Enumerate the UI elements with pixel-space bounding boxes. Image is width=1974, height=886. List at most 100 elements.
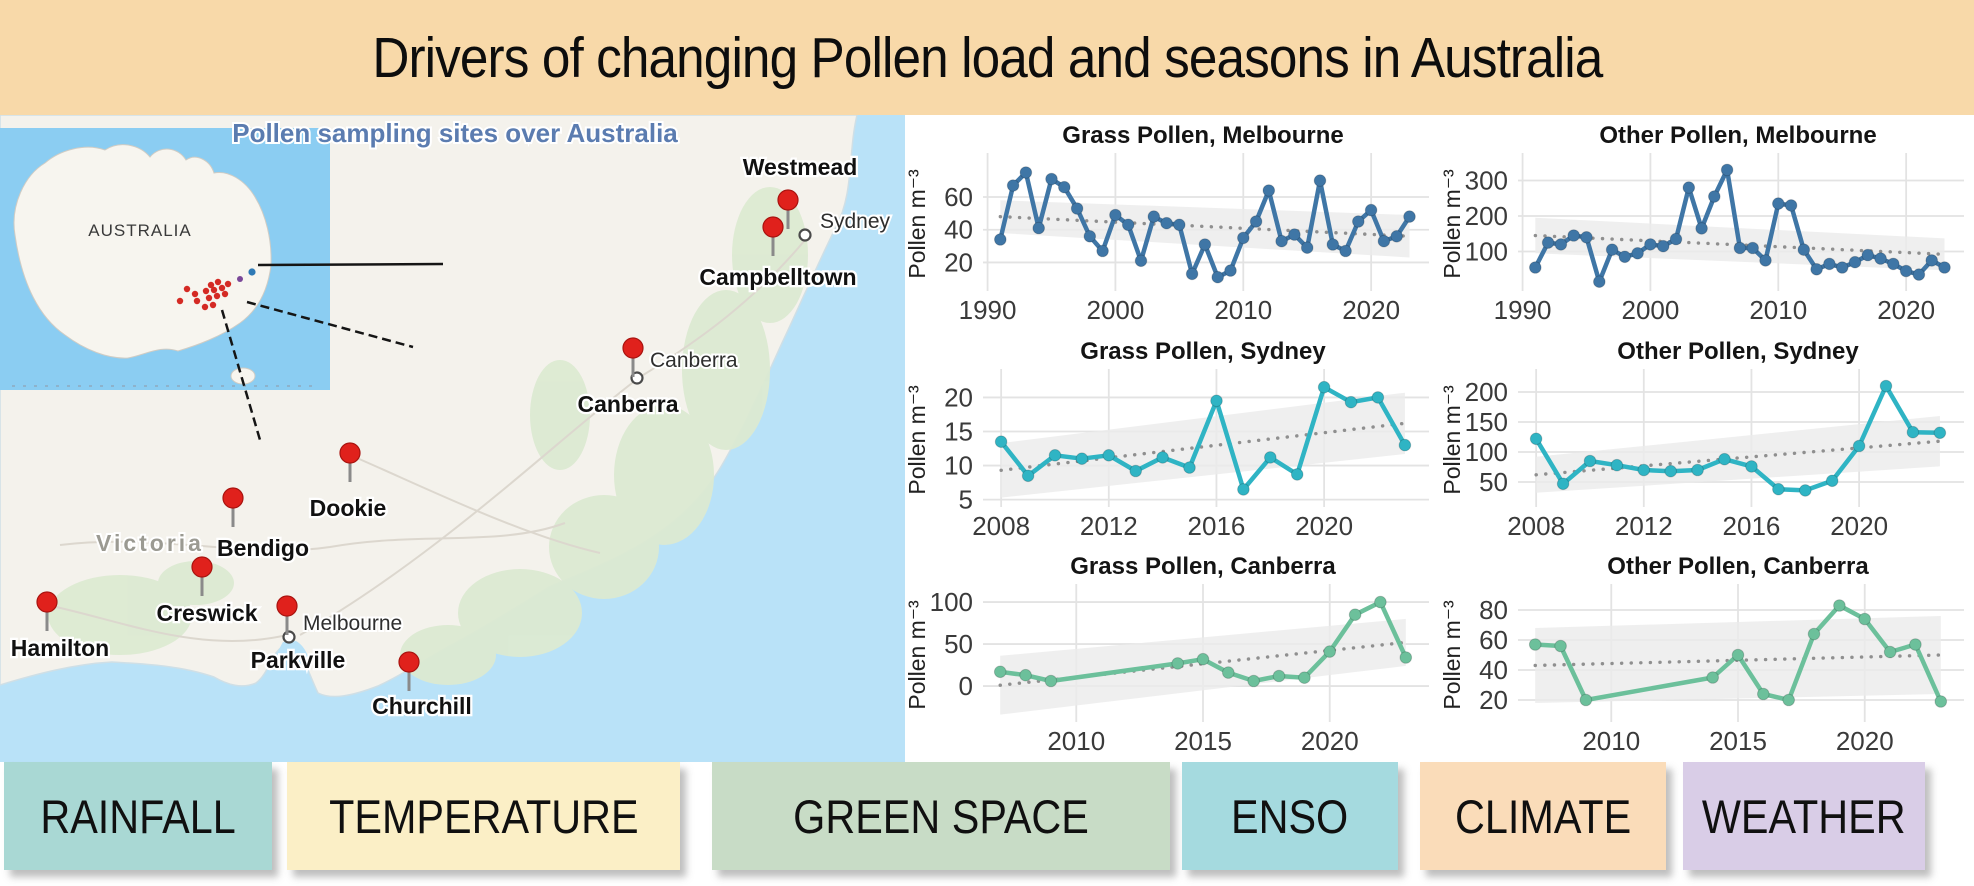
data-point bbox=[1852, 439, 1866, 452]
data-point bbox=[1554, 640, 1567, 653]
state-label-victoria: Victoria bbox=[96, 530, 204, 556]
data-point bbox=[1399, 651, 1413, 665]
data-point bbox=[1799, 483, 1812, 497]
y-tick-label: 60 bbox=[1479, 625, 1508, 655]
data-point bbox=[1934, 695, 1948, 709]
y-tick-label: 20 bbox=[944, 382, 973, 412]
map-pin-bendigo-icon bbox=[222, 487, 244, 509]
driver-label: TEMPERATURE bbox=[328, 789, 639, 843]
data-point bbox=[1810, 263, 1823, 276]
y-axis-label: Pollen m⁻³ bbox=[905, 385, 930, 495]
data-point bbox=[1664, 464, 1677, 478]
map-pin-hamilton-icon bbox=[36, 591, 58, 613]
site-label-creswick: Creswick bbox=[156, 600, 257, 626]
data-point bbox=[1237, 231, 1250, 245]
data-point bbox=[1070, 202, 1084, 215]
data-point bbox=[1198, 238, 1212, 251]
data-point bbox=[1317, 380, 1331, 394]
data-point bbox=[1075, 452, 1089, 465]
data-point bbox=[1371, 390, 1385, 404]
data-point bbox=[1173, 218, 1186, 232]
y-tick-label: 50 bbox=[944, 629, 973, 659]
city-label-canberra: Canberra bbox=[650, 349, 738, 372]
data-point bbox=[1529, 432, 1543, 445]
data-point bbox=[1759, 254, 1772, 267]
data-point bbox=[1556, 477, 1570, 490]
data-point bbox=[1288, 228, 1301, 241]
data-point bbox=[1656, 239, 1670, 253]
y-tick-label: 200 bbox=[1465, 377, 1508, 407]
data-point bbox=[1757, 688, 1770, 701]
site-label-canberra: Canberra bbox=[578, 391, 679, 417]
y-tick-label: 200 bbox=[1465, 201, 1508, 231]
data-point bbox=[1938, 261, 1951, 274]
y-tick-label: 40 bbox=[1479, 655, 1508, 685]
data-point bbox=[1403, 210, 1416, 223]
data-point bbox=[1160, 216, 1173, 230]
data-point bbox=[1183, 460, 1196, 474]
data-point bbox=[1554, 238, 1568, 251]
data-point bbox=[1580, 231, 1593, 244]
y-tick-label: 60 bbox=[944, 182, 973, 212]
map-roads bbox=[46, 239, 806, 642]
data-point bbox=[1782, 694, 1796, 707]
x-tick-label: 2016 bbox=[1723, 511, 1781, 541]
site-label-campbelltown: Campbelltown bbox=[699, 264, 856, 290]
data-point bbox=[1237, 482, 1250, 496]
data-point bbox=[1364, 203, 1378, 217]
data-point bbox=[1746, 241, 1760, 255]
y-tick-label: 20 bbox=[1479, 685, 1508, 715]
data-point bbox=[1185, 267, 1199, 281]
chart-title: Other Pollen, Melbourne bbox=[1599, 122, 1876, 149]
data-point bbox=[1567, 229, 1580, 242]
site-label-churchill: Churchill bbox=[372, 693, 472, 719]
page-title: Drivers of changing Pollen load and seas… bbox=[371, 25, 1603, 90]
inset-map-title: Pollen sampling sites over Australia bbox=[232, 118, 678, 148]
y-tick-label: 300 bbox=[1465, 166, 1508, 196]
driver-box-climate: CLIMATE bbox=[1420, 762, 1666, 870]
x-tick-label: 2020 bbox=[1301, 726, 1359, 756]
data-point bbox=[1134, 254, 1148, 268]
data-point bbox=[1858, 613, 1872, 626]
inset-map: AUSTRALIA bbox=[0, 128, 330, 390]
data-point bbox=[1541, 236, 1555, 249]
y-tick-label: 100 bbox=[1465, 237, 1508, 267]
data-point bbox=[1264, 450, 1277, 464]
data-point bbox=[994, 435, 1008, 448]
chart-grass-pollen-sydney: 5 10 15 20 2008 2012 2016 2020 Pollen m⁻³ Grass P… bbox=[905, 338, 1429, 541]
data-point bbox=[1807, 628, 1821, 641]
map-pin-churchill-icon bbox=[398, 651, 420, 673]
data-point bbox=[1344, 395, 1358, 409]
data-point bbox=[1695, 222, 1708, 235]
data-point bbox=[1682, 181, 1696, 194]
data-point bbox=[1211, 270, 1225, 284]
y-tick-label: 15 bbox=[944, 416, 973, 446]
drivers-row: RAINFALL TEMPERATURE GREEN SPACE ENSO CLIMAT… bbox=[0, 762, 1974, 886]
x-tick-label: 2016 bbox=[1188, 511, 1246, 541]
x-tick-label: 2012 bbox=[1615, 511, 1673, 541]
trend-line bbox=[1534, 439, 1942, 477]
data-point bbox=[1874, 252, 1887, 265]
data-point bbox=[1171, 657, 1185, 671]
data-point bbox=[1032, 221, 1045, 235]
x-tick-label: 2010 bbox=[1749, 295, 1807, 325]
data-point bbox=[1096, 244, 1109, 258]
site-label-westmead: Westmead bbox=[743, 154, 858, 180]
data-point bbox=[1247, 675, 1261, 688]
y-tick-label: 100 bbox=[1465, 437, 1508, 467]
data-point bbox=[1772, 197, 1785, 210]
chart-title: Grass Pollen, Canberra bbox=[1070, 553, 1336, 580]
x-tick-label: 2010 bbox=[1214, 295, 1272, 325]
data-point bbox=[1825, 474, 1839, 487]
data-point bbox=[1129, 464, 1142, 477]
city-label-sydney: Sydney bbox=[820, 210, 891, 233]
data-point bbox=[1669, 232, 1683, 246]
map-pin-westmead-icon bbox=[777, 189, 799, 211]
data-point bbox=[1823, 257, 1836, 271]
vegetation-patches bbox=[48, 187, 808, 685]
city-label-melbourne: Melbourne bbox=[303, 612, 402, 635]
data-point bbox=[1377, 234, 1391, 248]
data-point bbox=[1102, 448, 1116, 462]
